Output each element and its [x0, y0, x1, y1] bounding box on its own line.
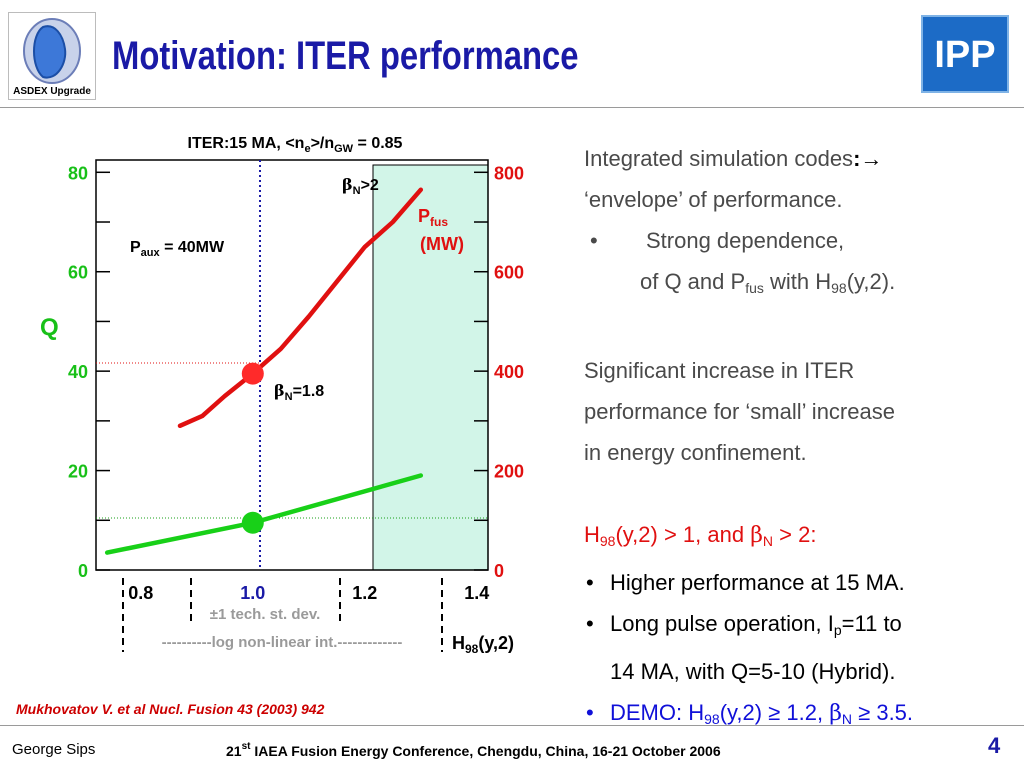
- chart-title: ITER:15 MA, <ne>/nGW = 0.85: [188, 135, 403, 155]
- bullet-item-1: • Higher performance at 15 MA.: [586, 570, 905, 595]
- q-operating-point: [241, 511, 264, 534]
- y-left-axis-label: Q: [40, 314, 59, 341]
- paux-label: Paux = 40MW: [130, 239, 225, 259]
- high-confinement-shaded-region: [372, 164, 489, 571]
- ipp-logo-text: IPP: [934, 34, 995, 76]
- bullet-item-2-cont: 14 MA, with Q=5-10 (Hybrid).: [610, 659, 896, 684]
- footer-divider: [0, 725, 1024, 726]
- y-right-tick-label: 400: [494, 362, 524, 382]
- stdev-note: ±1 tech. st. dev.: [210, 606, 321, 623]
- page-number: 4: [988, 733, 1001, 758]
- text-line-8: H98(y,2) > 1, and βN > 2:: [584, 522, 817, 549]
- y-right-tick-label: 600: [494, 263, 524, 283]
- y-right-axis-label-top: Pfus: [418, 206, 448, 229]
- y-right-tick-label: 0: [494, 561, 504, 581]
- y-left-tick-label: 40: [68, 362, 88, 382]
- y-left-tick-label: 0: [78, 561, 88, 581]
- asdex-upgrade-logo: ASDEX Upgrade: [8, 12, 96, 100]
- text-line-7: in energy confinement.: [584, 440, 807, 465]
- beta-low-label: βN=1.8: [274, 381, 324, 403]
- text-line-4: of Q and Pfus with H98(y,2).: [640, 269, 896, 296]
- plot-frame: [95, 159, 489, 571]
- y-left-tick-label: 20: [68, 462, 88, 482]
- citation: Mukhovatov V. et al Nucl. Fusion 43 (200…: [16, 701, 325, 717]
- asdex-logo-text: ASDEX Upgrade: [13, 86, 91, 97]
- x-tick-label: 1.4: [464, 583, 489, 603]
- ipp-logo: IPP: [921, 15, 1009, 93]
- bullet-item-3: • DEMO: H98(y,2) ≥ 1.2, βN ≥ 3.5.: [586, 700, 914, 727]
- text-line-5: Significant increase in ITER: [584, 358, 855, 383]
- pfus-operating-point: [241, 362, 264, 385]
- y-right-tick-label: 800: [494, 163, 524, 183]
- y-left-tick-label: 60: [68, 263, 88, 283]
- pfus-curve-line: [177, 187, 424, 429]
- y-right-tick-label: 200: [494, 462, 524, 482]
- beta-high-label: βN>2: [342, 175, 379, 197]
- content-text-block: Integrated simulation codes:→ ‘envelope’…: [584, 138, 1014, 740]
- x-tick-label: 0.8: [128, 583, 153, 603]
- text-line-3: • Strong dependence,: [590, 228, 845, 253]
- x-axis-label: H98(y,2): [452, 633, 514, 656]
- footer-conference: 21st IAEA Fusion Energy Conference, Chen…: [226, 741, 721, 759]
- y-left-tick-label: 80: [68, 163, 88, 183]
- slide-title: Motivation: ITER performance: [112, 34, 579, 78]
- footer-author: George Sips: [12, 741, 96, 758]
- x-tick-label: 1.0: [240, 583, 265, 603]
- text-line-2: ‘envelope’ of performance.: [584, 187, 843, 212]
- text-line-1: Integrated simulation codes:→: [584, 146, 883, 171]
- header-divider: [0, 107, 1024, 108]
- log-interval-note: ----------log non-linear int.-----------…: [162, 634, 403, 651]
- bullet-item-2: • Long pulse operation, Ip=11 to: [586, 611, 902, 638]
- y-right-axis-label-unit: (MW): [420, 234, 464, 254]
- text-line-6: performance for ‘small’ increase: [584, 399, 895, 424]
- x-tick-label: 1.2: [352, 583, 377, 603]
- arrow-right-icon: →: [860, 146, 883, 171]
